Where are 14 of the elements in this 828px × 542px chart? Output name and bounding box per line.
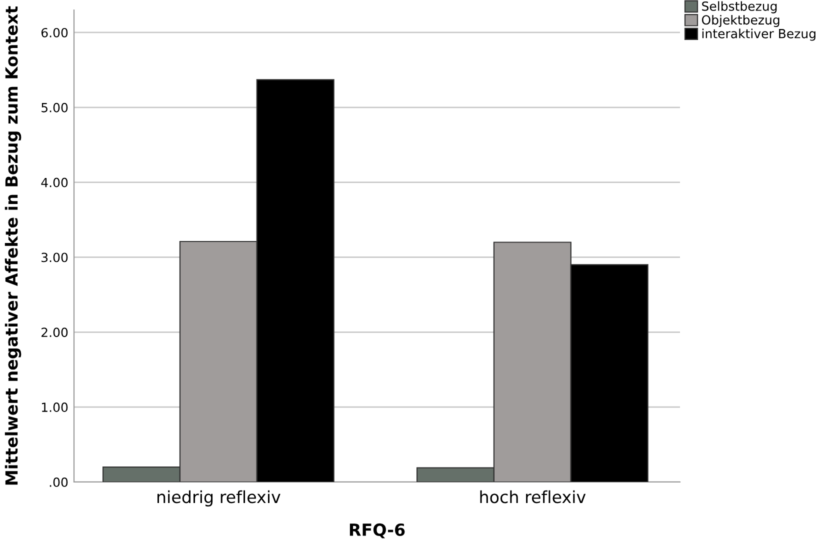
y-tick-label: 3.00	[42, 252, 68, 262]
x-axis-title: RFQ-6	[350, 523, 405, 538]
y-tick-label: 2.00	[42, 328, 68, 338]
y-tick-label: 5.00	[42, 102, 68, 112]
y-tick-label: .00	[50, 477, 68, 487]
legend-label: Objektbezug	[702, 14, 780, 28]
x-tick-label: hoch reflexiv	[480, 490, 586, 504]
legend-label: Selbstbezug	[702, 1, 777, 14]
x-tick-label: niedrig reflexiv	[157, 490, 280, 506]
y-tick-label: 4.00	[41, 178, 68, 188]
legend-label: interaktiver Bezug	[702, 28, 816, 41]
y-axis-title: Mittelwert negativer Affekte in Bezug zum Kontext	[4, 6, 22, 485]
y-tick-label: 6.00	[41, 28, 68, 38]
y-tick-label: 1.00	[42, 402, 68, 412]
